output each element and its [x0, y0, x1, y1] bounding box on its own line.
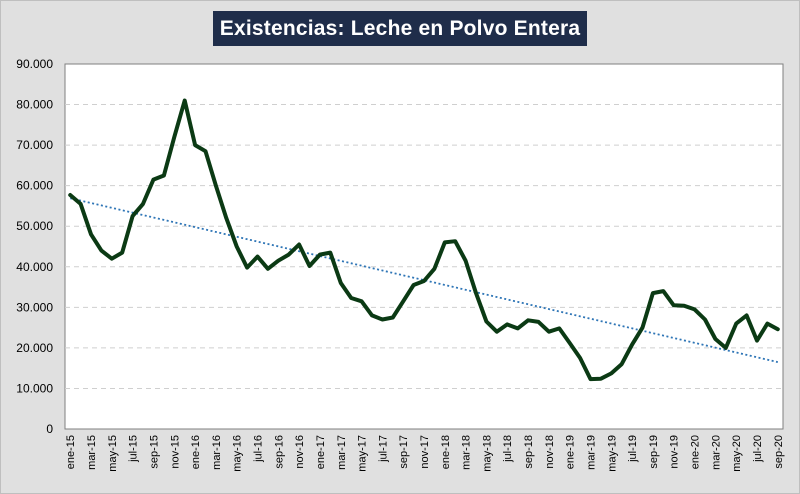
x-tick-label: may-18	[481, 435, 493, 472]
series-line	[68, 98, 780, 382]
y-tick-label: 70.000	[16, 138, 53, 152]
x-tick-label: jul-16	[253, 435, 265, 463]
y-tick-label: 60.000	[16, 179, 53, 193]
x-tick-label: ene-19	[565, 435, 577, 469]
x-tick-label: jul-19	[627, 435, 639, 463]
x-tick-label: jul-20	[752, 435, 764, 463]
x-tick-label: mar-20	[710, 435, 722, 470]
x-tick-label: mar-17	[336, 435, 348, 470]
x-tick-label: nov-15	[169, 435, 181, 469]
x-tick-label: sep-16	[273, 435, 285, 469]
x-tick-label: jul-15	[128, 435, 140, 463]
x-tick-label: ene-20	[690, 435, 702, 469]
x-tick-label: mar-16	[211, 435, 223, 470]
chart-title: Existencias: Leche en Polvo Entera	[213, 11, 587, 46]
y-tick-label: 40.000	[16, 260, 53, 274]
x-tick-label: nov-17	[419, 435, 431, 469]
x-tick-label: mar-19	[585, 435, 597, 470]
x-tick-label: may-15	[107, 435, 119, 472]
x-tick-label: mar-18	[461, 435, 473, 470]
y-tick-label: 80.000	[16, 98, 53, 112]
x-tick-label: may-20	[731, 435, 743, 472]
y-tick-label: 10.000	[16, 381, 53, 395]
x-tick-label: ene-16	[190, 435, 202, 469]
x-tick-label: sep-19	[648, 435, 660, 469]
x-tick-label: sep-18	[523, 435, 535, 469]
x-tick-label: nov-16	[294, 435, 306, 469]
x-tick-label: mar-15	[86, 435, 98, 470]
x-tick-label: may-17	[357, 435, 369, 472]
y-tick-label: 20.000	[16, 341, 53, 355]
y-tick-label: 30.000	[16, 300, 53, 314]
x-tick-label: may-19	[606, 435, 618, 472]
x-tick-label: jul-18	[502, 435, 514, 463]
x-tick-label: nov-19	[669, 435, 681, 469]
y-tick-label: 50.000	[16, 219, 53, 233]
y-tick-label: 90.000	[16, 57, 53, 71]
y-tick-label: 0	[46, 422, 53, 436]
x-tick-label: ene-18	[440, 435, 452, 469]
x-tick-label: sep-20	[773, 435, 785, 469]
x-tick-label: ene-15	[65, 435, 77, 469]
x-tick-label: may-16	[232, 435, 244, 472]
plot-area	[64, 63, 784, 430]
x-tick-label: sep-15	[148, 435, 160, 469]
x-tick-label: sep-17	[398, 435, 410, 469]
x-tick-label: ene-17	[315, 435, 327, 469]
x-tick-label: jul-17	[377, 435, 389, 463]
x-tick-label: nov-18	[544, 435, 556, 469]
